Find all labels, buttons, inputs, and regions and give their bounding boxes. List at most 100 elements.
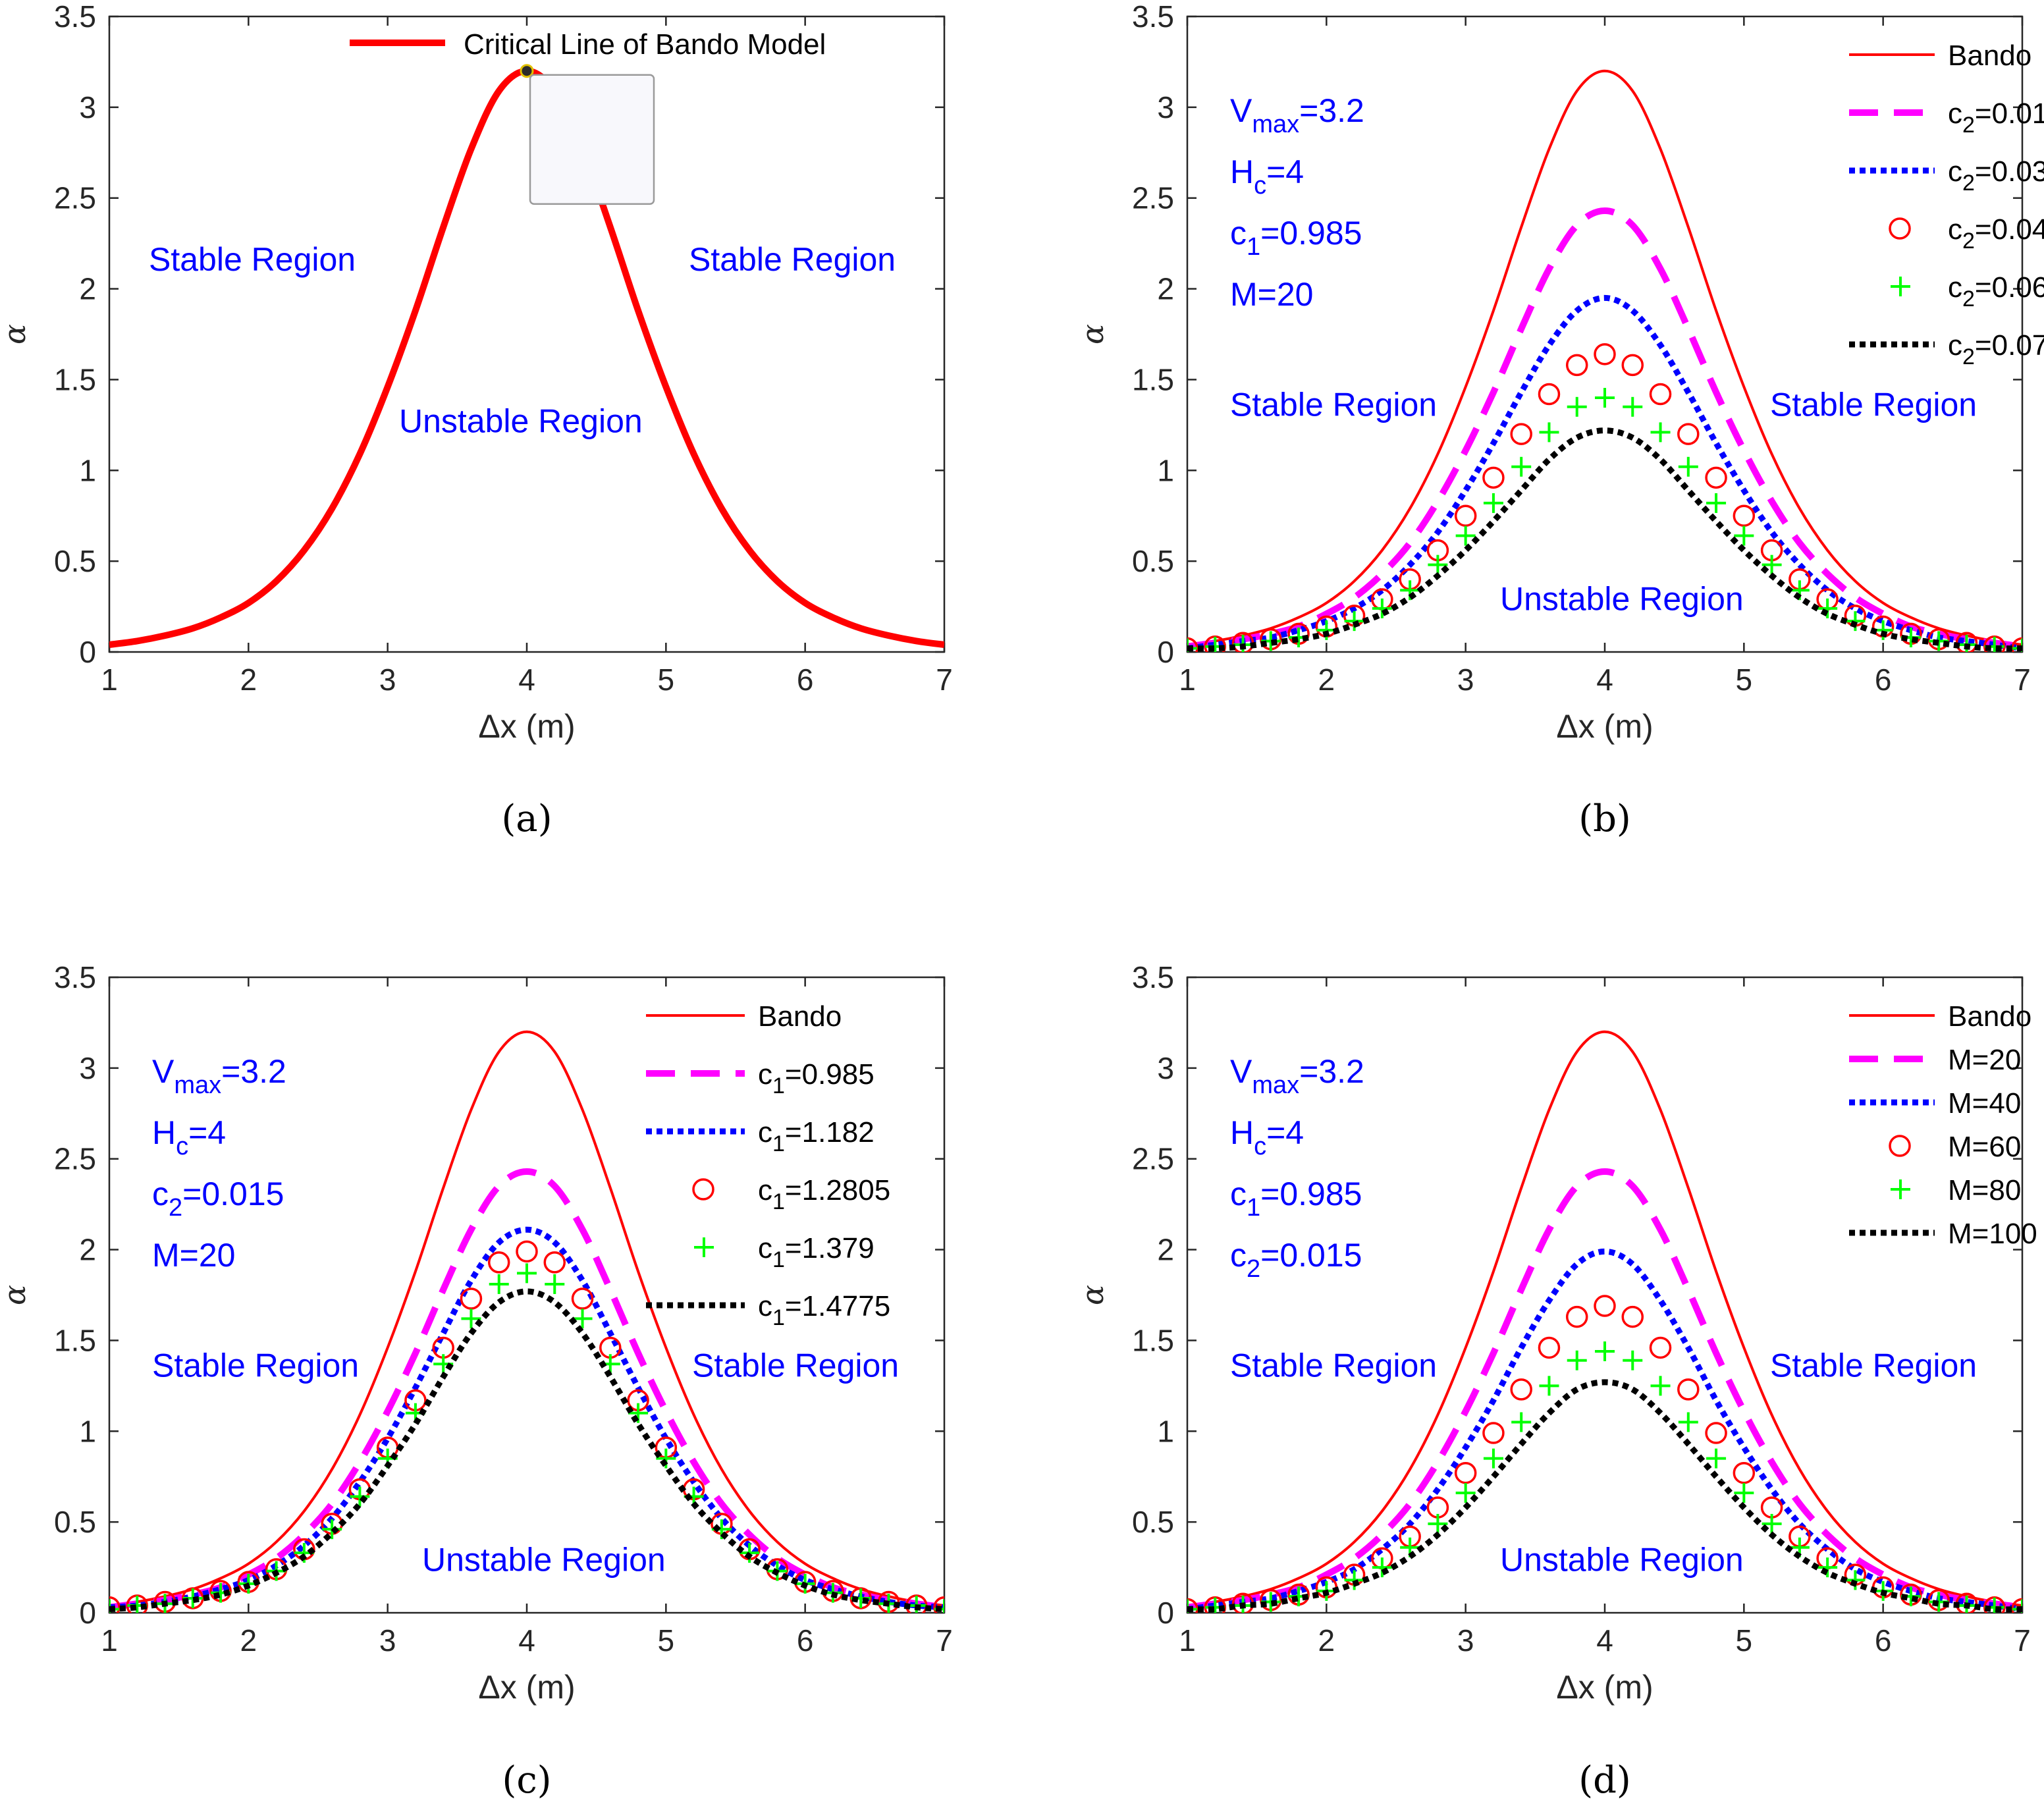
data-point-circle (1510, 423, 1532, 445)
legend-label: c2=0.015 (1948, 97, 2044, 138)
chart-panel-c: 1 2 3 4 5 6 7 0 0.5 1 1.5 2 2.5 3 3.5 Δx (m) α Stable Reg… (0, 960, 953, 1706)
data-point-circle (1594, 1295, 1616, 1317)
data-point-plus (1511, 456, 1532, 477)
data-point-plus (109, 1599, 119, 1613)
datatip-marker (520, 64, 534, 78)
data-point-plus (350, 1486, 370, 1507)
legend-swatch (692, 1178, 714, 1201)
data-point-plus (545, 1274, 565, 1294)
data-point-plus (1595, 388, 1615, 408)
panel-label: (a) (501, 797, 552, 840)
parameter-text: Vmax=3.2 (1230, 1053, 1364, 1099)
x-tick-label: 5 (658, 1623, 675, 1658)
y-tick-label: 2.5 (54, 181, 96, 215)
data-point-circle (1733, 504, 1756, 527)
data-point-plus (1511, 1412, 1532, 1432)
series-bando (1187, 1030, 2022, 1607)
data-point-plus (2012, 1599, 2022, 1613)
legend: Bando M=20 M=40 M=60 M=80 M=100 (1849, 1000, 2037, 1250)
data-point-circle (1538, 1336, 1561, 1359)
x-tick-label: 1 (101, 1623, 118, 1658)
legend-label: M=80 (1948, 1174, 2021, 1206)
x-tick-label: 4 (518, 662, 535, 697)
y-tick-label: 0.5 (1132, 544, 1174, 578)
legend-item: c1=1.4775 (646, 1290, 890, 1330)
x-tick-label: 1 (1179, 1623, 1196, 1658)
y-tick-label: 2 (79, 272, 96, 306)
legend-item: M=80 (1891, 1174, 2021, 1206)
x-axis-label: Δx (m) (1556, 1669, 1653, 1706)
legend-label: M=40 (1948, 1087, 2021, 1120)
data-point-plus (1762, 1513, 1782, 1534)
legend-label: Critical Line of Bando Model (464, 28, 826, 61)
y-tick-label: 0.5 (54, 1505, 96, 1539)
data-point-plus (1706, 493, 1727, 513)
data-point-plus (1455, 526, 1476, 546)
data-point-circle (1705, 466, 1727, 489)
y-tick-label: 3 (79, 90, 96, 124)
unstable-region-label: Unstable Region (422, 1542, 666, 1579)
data-point-circle (460, 1287, 483, 1310)
data-point-plus (1678, 1412, 1698, 1432)
data-point-plus (1734, 1483, 1754, 1503)
x-tick-label: 1 (101, 662, 118, 697)
legend-item: Bando (646, 1000, 842, 1033)
data-point-plus (1706, 1448, 1727, 1469)
x-axis-label: Δx (m) (478, 708, 575, 745)
y-tick-label: 2 (1157, 1233, 1174, 1267)
parameter-text: c1=0.985 (1230, 215, 1362, 261)
parameter-text: c2=0.015 (1230, 1237, 1362, 1283)
x-tick-label: 4 (1596, 1623, 1613, 1658)
chart-panel-b: 1 2 3 4 5 6 7 0 0.5 1 1.5 2 2.5 3 3.5 Δx (m) α Stable Reg… (1075, 0, 2044, 745)
x-tick-label: 5 (1736, 662, 1753, 697)
x-tick-label: 7 (936, 1623, 953, 1658)
legend-label: c2=0.06 (1948, 271, 2044, 311)
data-point-circle (571, 1287, 594, 1310)
data-point-plus (572, 1309, 593, 1329)
data-point-plus (1372, 1557, 1392, 1578)
data-point-circle (1565, 1305, 1588, 1328)
data-point-circle (1565, 354, 1588, 377)
series-line (109, 1226, 944, 1611)
legend-label: Bando (1948, 40, 2031, 72)
legend-label: c2=0.075 (1948, 329, 2044, 369)
x-tick-label: 3 (379, 662, 396, 697)
series-line (109, 1168, 944, 1611)
y-tick-label: 2.5 (54, 1142, 96, 1176)
data-point-circle (1538, 383, 1561, 406)
series-bando (109, 1030, 944, 1607)
y-tick-label: 2 (1157, 272, 1174, 306)
series-line (1187, 69, 2022, 646)
data-point-plus (1623, 1350, 1643, 1370)
data-point-circle (1510, 1378, 1532, 1401)
legend-label: M=60 (1948, 1131, 2021, 1163)
data-point-plus (1762, 554, 1782, 575)
plot-area (1187, 69, 2022, 652)
x-tick-label: 4 (518, 1623, 535, 1658)
data-point-plus (1539, 1376, 1559, 1396)
legend-label: Bando (1948, 1000, 2031, 1033)
x-tick-label: 2 (1318, 1623, 1335, 1658)
x-tick-label: 7 (936, 662, 953, 697)
legend-label: M=20 (1948, 1044, 2021, 1076)
data-point-plus (517, 1263, 537, 1284)
legend-label: c1=1.4775 (758, 1290, 890, 1330)
data-point-circle (487, 1251, 510, 1274)
series-c1-1-182 (109, 1226, 944, 1611)
data-point-circle (1621, 354, 1644, 377)
panel-label: (d) (1578, 1759, 1631, 1802)
data-point-circle (933, 1596, 944, 1613)
y-tick-label: 2.5 (1132, 181, 1174, 215)
x-tick-label: 3 (1457, 662, 1474, 697)
x-tick-label: 6 (1875, 1623, 1892, 1658)
axes-box (1186, 15, 2024, 653)
data-point-plus (1372, 598, 1392, 618)
data-point-circle (1733, 1461, 1756, 1484)
y-tick-label: 0 (79, 635, 96, 669)
legend-item: M=40 (1849, 1087, 2021, 1120)
x-tick-label: 3 (379, 1623, 396, 1658)
data-point-circle (1454, 1461, 1477, 1484)
parameter-text: Hc=4 (1230, 1114, 1304, 1160)
y-tick-label: 3.5 (54, 0, 96, 34)
stable-region-label-right: Stable Region (692, 1347, 899, 1384)
